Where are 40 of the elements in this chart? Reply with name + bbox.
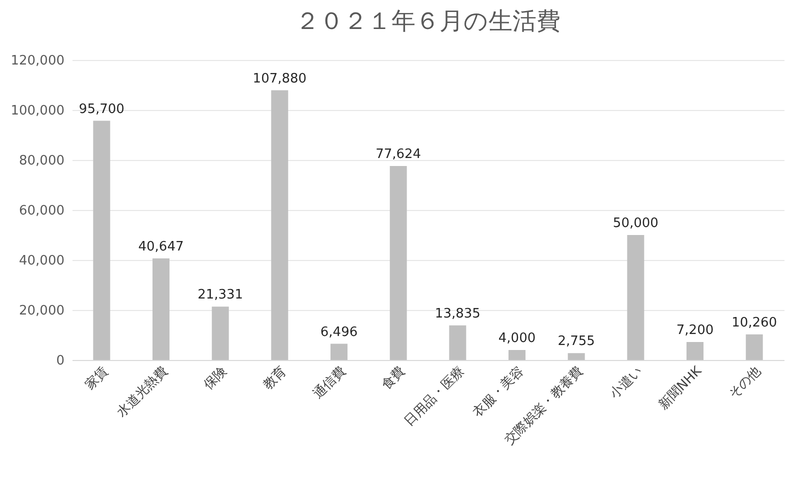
x-tick-label: 通信費 bbox=[310, 364, 349, 402]
data-label: 6,496 bbox=[320, 324, 358, 340]
data-label: 7,200 bbox=[676, 323, 714, 338]
data-label: 4,000 bbox=[498, 331, 536, 346]
chart-title: ２０２１年６月の生活費 bbox=[296, 7, 560, 35]
data-label: 40,647 bbox=[138, 239, 184, 254]
x-tick-label: 水道光熱費 bbox=[114, 364, 171, 420]
bar bbox=[330, 344, 348, 360]
data-label: 2,755 bbox=[558, 334, 595, 350]
data-label: 50,000 bbox=[612, 216, 658, 231]
x-tick-label: 家賃 bbox=[82, 363, 112, 393]
bar bbox=[390, 166, 407, 360]
bar bbox=[508, 350, 526, 360]
y-tick-label: 120,000 bbox=[10, 54, 64, 68]
y-tick-label: 80,000 bbox=[19, 154, 64, 168]
x-tick-label: 保険 bbox=[201, 364, 230, 393]
bar bbox=[212, 306, 229, 360]
bar bbox=[93, 120, 110, 360]
x-tick-label: 食費 bbox=[379, 364, 408, 393]
y-tick-label: 0 bbox=[56, 354, 64, 368]
data-label: 21,331 bbox=[198, 288, 244, 303]
data-label: 95,700 bbox=[78, 102, 124, 117]
bar bbox=[746, 334, 763, 360]
bar bbox=[568, 353, 585, 360]
data-label: 13,835 bbox=[434, 306, 480, 322]
data-label: 10,260 bbox=[732, 315, 778, 330]
x-tick-label: 小遣い bbox=[607, 364, 646, 402]
bar bbox=[271, 90, 288, 360]
bar bbox=[627, 235, 644, 360]
data-label: 107,880 bbox=[252, 71, 307, 86]
y-tick-label: 20,000 bbox=[19, 304, 64, 318]
bar bbox=[449, 325, 466, 360]
y-tick-label: 40,000 bbox=[19, 254, 64, 268]
y-tick-label: 60,000 bbox=[19, 204, 64, 218]
bar bbox=[686, 342, 704, 360]
x-tick-label: 教育 bbox=[260, 363, 290, 393]
y-tick-label: 100,000 bbox=[10, 104, 64, 118]
data-label: 77,624 bbox=[376, 146, 422, 162]
bar bbox=[152, 258, 170, 360]
x-tick-label: その他 bbox=[726, 364, 764, 402]
